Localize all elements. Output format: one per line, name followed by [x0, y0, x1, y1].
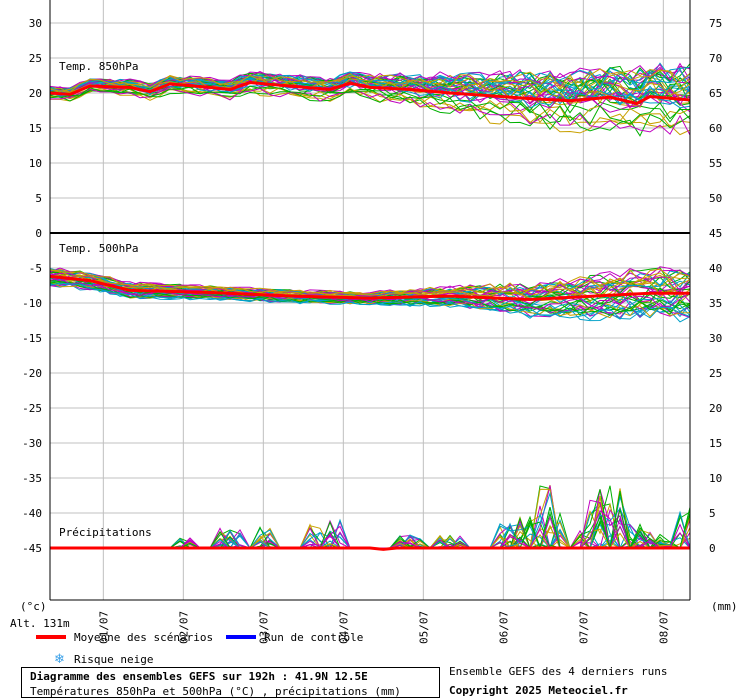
y-right-tick-label: 20	[709, 402, 722, 415]
legend-mean-label: Moyenne des scénarios	[74, 631, 213, 644]
ensemble-member-line	[49, 268, 691, 295]
panel-label-t850: Temp. 850hPa	[59, 60, 138, 73]
y-right-tick-label: 15	[709, 437, 722, 450]
x-tick-label: 08/07	[657, 611, 670, 644]
footer-subtitle: Températures 850hPa et 500hPa (°C) , pré…	[30, 685, 401, 698]
y-right-tick-label: 5	[709, 507, 716, 520]
frame-lines	[49, 0, 691, 601]
footer-title-box: Diagramme des ensembles GEFS sur 192h : …	[21, 667, 440, 698]
y-left-tick-label: -45	[22, 542, 42, 555]
left-unit-label: (°c)	[20, 600, 47, 613]
mean-line	[49, 274, 690, 302]
ensemble-member-line	[49, 282, 691, 321]
footer-runs-note: Ensemble GEFS des 4 derniers runs	[449, 665, 668, 678]
y-left-tick-label: 25	[29, 52, 42, 65]
x-tick-label: 04/07	[337, 611, 350, 644]
mean-line	[50, 546, 690, 551]
legend: Moyenne des scénarios Run de contrôle ❄ …	[36, 631, 363, 667]
ensemble-member-line	[49, 68, 691, 92]
panel-label-precip: Précipitations	[59, 526, 152, 539]
x-tick-label: 05/07	[417, 611, 430, 644]
ensemble-member-line	[49, 66, 691, 92]
legend-control-label: Run de contrôle	[264, 631, 363, 644]
y-left-tick-label: 30	[29, 17, 42, 30]
x-tick-label: 07/07	[577, 611, 590, 644]
mean-lines	[49, 80, 691, 551]
y-right-tick-label: 55	[709, 157, 722, 170]
footer-title: Diagramme des ensembles GEFS sur 192h : …	[30, 670, 368, 683]
ensemble-member-line	[49, 85, 690, 126]
ensemble-member-line	[49, 86, 691, 124]
y-right-tick-label: 45	[709, 227, 722, 240]
y-left-tick-label: 10	[29, 157, 42, 170]
legend-snow-label: Risque neige	[74, 653, 153, 666]
y-right-tick-label: 50	[709, 192, 722, 205]
snowflake-icon: ❄	[54, 652, 65, 667]
y-left-tick-label: -30	[22, 437, 42, 450]
y-left-tick-label: -40	[22, 507, 42, 520]
y-right-tick-label: 35	[709, 297, 722, 310]
ensemble-member-line	[49, 68, 691, 92]
y-left-tick-label: -25	[22, 402, 42, 415]
y-left-tick-label: 5	[35, 192, 42, 205]
y-axis-left-tick-labels: 30 25 20 15 10 5 0 -5 -10 -15 -20 -25 -30 -35 -40 -45	[22, 17, 42, 555]
ensemble-member-line	[49, 88, 691, 136]
ensemble-member-line	[49, 281, 691, 316]
right-unit-label: (mm)	[711, 600, 738, 613]
y-right-tick-label: 25	[709, 367, 722, 380]
panel-label-t500: Temp. 500hPa	[59, 242, 138, 255]
y-right-tick-label: 60	[709, 122, 722, 135]
y-right-tick-label: 10	[709, 472, 722, 485]
y-right-tick-label: 65	[709, 87, 722, 100]
y-right-tick-label: 70	[709, 52, 722, 65]
y-right-tick-label: 40	[709, 262, 722, 275]
y-left-tick-label: -35	[22, 472, 42, 485]
y-left-tick-label: -5	[29, 262, 42, 275]
x-axis-tick-labels: 01/07 02/07 03/07 04/07 05/07 06/07 07/07 08/07	[97, 611, 670, 644]
x-tick-label: 02/07	[177, 611, 190, 644]
y-left-tick-label: 0	[35, 227, 42, 240]
y-left-tick-label: -10	[22, 297, 42, 310]
y-left-tick-label: 20	[29, 87, 42, 100]
altitude-label: Alt. 131m	[10, 617, 70, 630]
y-right-tick-label: 75	[709, 17, 722, 30]
y-left-tick-label: -20	[22, 367, 42, 380]
x-tick-label: 06/07	[497, 611, 510, 644]
y-left-tick-label: -15	[22, 332, 42, 345]
footer-copyright: Copyright 2025 Meteociel.fr	[449, 684, 628, 697]
ensemble-member-line	[49, 267, 691, 295]
y-right-tick-label: 30	[709, 332, 722, 345]
ensemble-member-line	[49, 88, 691, 137]
y-left-tick-label: 15	[29, 122, 42, 135]
x-tick-label: 03/07	[257, 611, 270, 644]
y-right-tick-label: 0	[709, 542, 716, 555]
mean-line	[49, 80, 691, 106]
x-tick-label: 01/07	[97, 611, 110, 644]
